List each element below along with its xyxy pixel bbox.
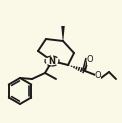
Text: O: O (95, 70, 101, 79)
Text: N: N (49, 56, 56, 66)
Text: O: O (87, 55, 93, 64)
Polygon shape (61, 26, 65, 41)
Ellipse shape (45, 56, 59, 66)
